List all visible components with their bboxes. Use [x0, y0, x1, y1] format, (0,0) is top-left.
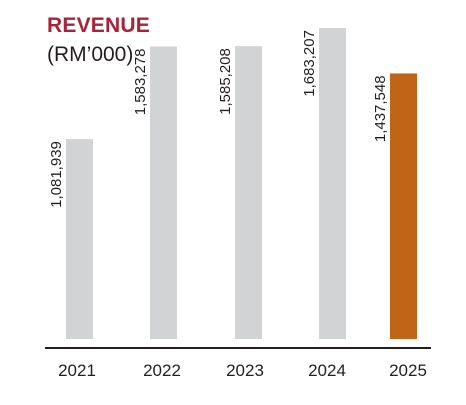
- value-label-2023: 1,585,208: [217, 48, 234, 115]
- bar-2023: [235, 46, 262, 340]
- x-tick-label-2025: 2025: [389, 361, 427, 380]
- x-tick-label-2024: 2024: [308, 361, 346, 380]
- bar-2022: [150, 46, 177, 340]
- x-tick-label-2022: 2022: [143, 361, 181, 380]
- bar-2021: [66, 139, 93, 339]
- value-label-2022: 1,583,278: [132, 48, 149, 115]
- chart-title: REVENUE: [47, 14, 150, 37]
- bar-2025: [390, 73, 417, 339]
- value-label-2021: 1,081,939: [48, 141, 65, 208]
- bar-2024: [319, 28, 346, 340]
- value-label-2025: 1,437,548: [372, 75, 389, 142]
- value-label-2024: 1,683,207: [301, 30, 318, 97]
- x-tick-label-2023: 2023: [226, 361, 264, 380]
- chart-subtitle: (RM’000): [47, 43, 134, 66]
- x-tick-label-2021: 2021: [58, 361, 96, 380]
